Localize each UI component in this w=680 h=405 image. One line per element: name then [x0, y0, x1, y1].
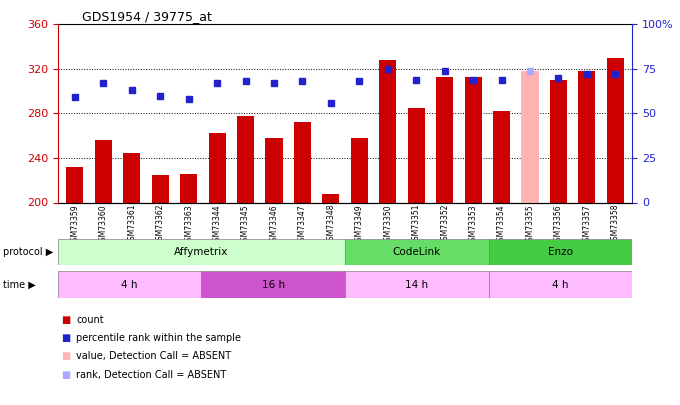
Text: GDS1954 / 39775_at: GDS1954 / 39775_at: [82, 10, 211, 23]
Text: ■: ■: [61, 352, 71, 361]
Text: rank, Detection Call = ABSENT: rank, Detection Call = ABSENT: [76, 370, 226, 379]
Bar: [379, 60, 396, 202]
Text: value, Detection Call = ABSENT: value, Detection Call = ABSENT: [76, 352, 231, 361]
Bar: [489, 271, 632, 298]
Bar: [345, 239, 489, 265]
Bar: [493, 111, 510, 202]
Bar: [294, 122, 311, 202]
Bar: [607, 58, 624, 202]
Text: ■: ■: [61, 370, 71, 379]
Bar: [550, 80, 567, 202]
Bar: [237, 116, 254, 202]
Text: ■: ■: [61, 315, 71, 325]
Bar: [209, 134, 226, 202]
Bar: [579, 71, 596, 202]
Bar: [345, 271, 489, 298]
Bar: [152, 175, 169, 202]
Text: protocol ▶: protocol ▶: [3, 247, 54, 257]
Text: Affymetrix: Affymetrix: [174, 247, 228, 257]
Text: ■: ■: [61, 333, 71, 343]
Bar: [436, 77, 453, 202]
Text: 16 h: 16 h: [262, 279, 285, 290]
Bar: [489, 239, 632, 265]
Bar: [180, 173, 197, 202]
Bar: [265, 138, 282, 202]
Bar: [522, 71, 539, 202]
Bar: [123, 153, 140, 202]
Bar: [67, 167, 84, 202]
Bar: [351, 138, 368, 202]
Text: percentile rank within the sample: percentile rank within the sample: [76, 333, 241, 343]
Bar: [322, 194, 339, 202]
Bar: [95, 140, 112, 202]
Text: count: count: [76, 315, 104, 325]
Text: 4 h: 4 h: [552, 279, 569, 290]
Text: CodeLink: CodeLink: [393, 247, 441, 257]
Bar: [201, 271, 345, 298]
Text: 4 h: 4 h: [121, 279, 138, 290]
Bar: [58, 271, 201, 298]
Bar: [464, 77, 481, 202]
Text: 14 h: 14 h: [405, 279, 428, 290]
Bar: [408, 108, 425, 202]
Text: time ▶: time ▶: [3, 279, 36, 290]
Text: Enzo: Enzo: [548, 247, 573, 257]
Bar: [58, 239, 345, 265]
